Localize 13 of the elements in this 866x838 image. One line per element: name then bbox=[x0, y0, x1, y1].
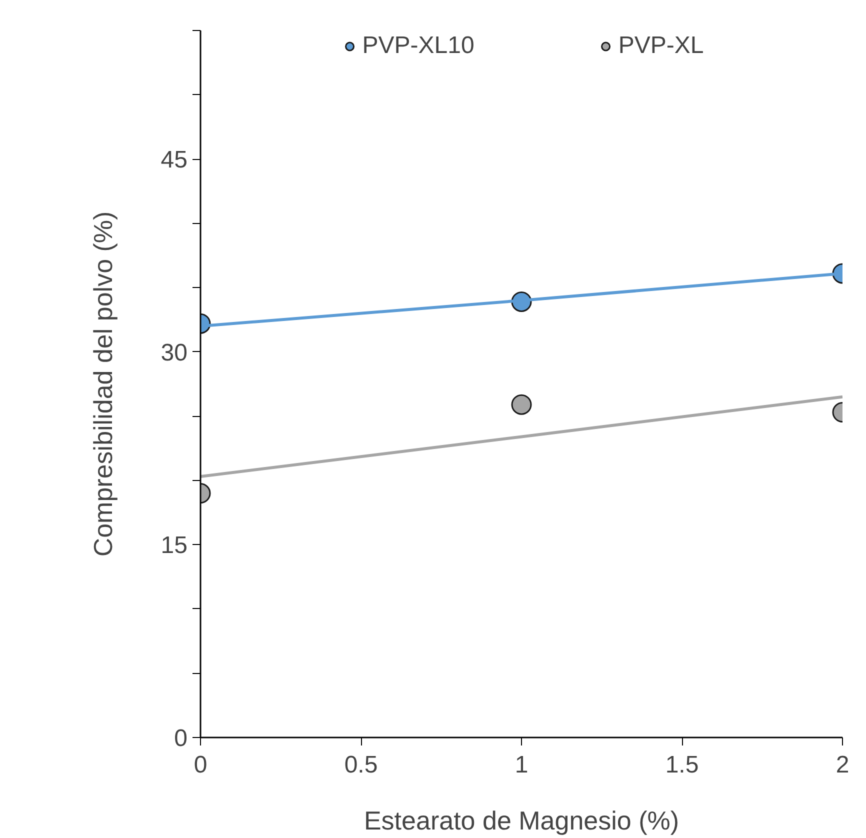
y-tick-label: 15 bbox=[160, 532, 188, 560]
x-tick-label: 0 bbox=[194, 752, 208, 778]
x-axis-title: Estearato de Magnesio (%) bbox=[364, 806, 680, 836]
legend-label: PVP-XL bbox=[618, 32, 704, 60]
y-tick-label: 45 bbox=[160, 146, 188, 174]
y-tick-label: 30 bbox=[160, 339, 188, 366]
x-tick-label: 1 bbox=[514, 752, 528, 778]
x-tick-label: 0.5 bbox=[344, 752, 378, 778]
x-tick-label: 1.5 bbox=[665, 752, 699, 778]
x-tick-label: 2 bbox=[836, 752, 850, 778]
y-tick-label: 0 bbox=[174, 725, 188, 752]
y-axis-title: Compresibilidad del polvo (%) bbox=[88, 211, 118, 557]
legend-label: PVP-XL10 bbox=[362, 32, 474, 60]
